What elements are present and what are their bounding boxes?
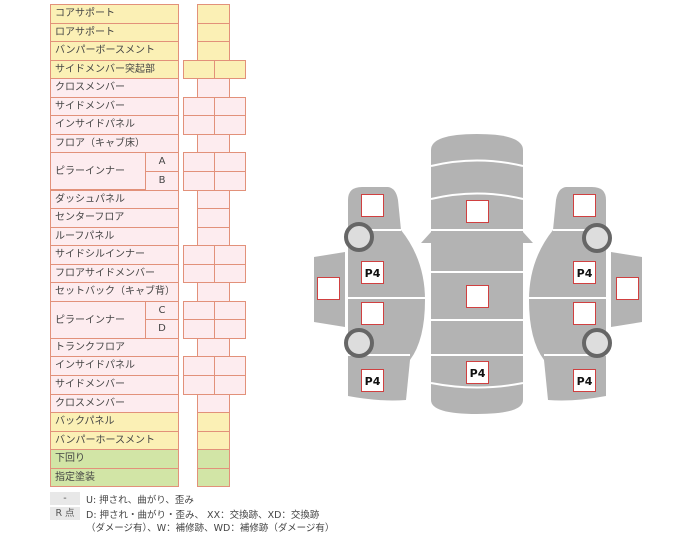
legend-key-dash: - xyxy=(50,492,80,505)
marker-left-rear-door[interactable] xyxy=(361,302,384,325)
marker-label: P4 xyxy=(365,267,381,280)
rating-cell[interactable] xyxy=(214,264,246,283)
row-label: 指定塗装 xyxy=(50,468,179,487)
rating-cell[interactable] xyxy=(197,468,230,487)
rating-cell[interactable] xyxy=(214,115,246,135)
wheels xyxy=(344,222,612,358)
marker-roof[interactable] xyxy=(466,285,489,308)
rating-cell[interactable] xyxy=(214,171,246,191)
marker-label: P4 xyxy=(577,375,593,388)
legend-text-u: U: 押され、曲がり、歪み xyxy=(86,495,194,506)
left-mirror-triangle xyxy=(421,232,431,243)
marker-left-front-door[interactable]: P4 xyxy=(361,261,384,284)
legend-text-d: D: 押され・曲がり・歪み、 XX：交換跡、XD：交換跡 xyxy=(86,510,320,521)
right-front-wheel-icon xyxy=(582,223,612,253)
left-rear-wheel-icon xyxy=(344,328,374,358)
rating-cell[interactable] xyxy=(214,60,246,79)
marker-trunk[interactable]: P4 xyxy=(466,361,489,384)
marker-right-rear-door[interactable] xyxy=(573,302,596,325)
row-label: ピラーインナー xyxy=(50,301,146,339)
marker-label: P4 xyxy=(365,375,381,388)
marker-hood[interactable] xyxy=(466,200,489,223)
center-body xyxy=(431,134,523,414)
marker-left-mirror-door[interactable] xyxy=(317,277,340,300)
right-side-body xyxy=(529,187,606,401)
legend-text-w: （ダメージ有）、W：補修跡、WD：補修跡（ダメージ有） xyxy=(86,523,335,534)
rating-cell[interactable] xyxy=(214,375,246,395)
legend-key-r: R 点 xyxy=(50,507,80,520)
marker-left-rear-quarter[interactable]: P4 xyxy=(361,369,384,392)
row-label: ピラーインナー xyxy=(50,152,146,190)
marker-right-front-door[interactable]: P4 xyxy=(573,261,596,284)
marker-right-front-fender[interactable] xyxy=(573,194,596,217)
right-mirror-triangle xyxy=(523,232,533,243)
marker-right-rear-quarter[interactable]: P4 xyxy=(573,369,596,392)
rating-cell[interactable] xyxy=(214,319,246,339)
marker-label: P4 xyxy=(470,367,486,380)
marker-right-mirror-door[interactable] xyxy=(616,277,639,300)
left-side-body xyxy=(348,187,425,401)
marker-label: P4 xyxy=(577,267,593,280)
left-front-wheel-icon xyxy=(344,222,374,252)
marker-left-front-fender[interactable] xyxy=(361,194,384,217)
right-rear-wheel-icon xyxy=(582,328,612,358)
